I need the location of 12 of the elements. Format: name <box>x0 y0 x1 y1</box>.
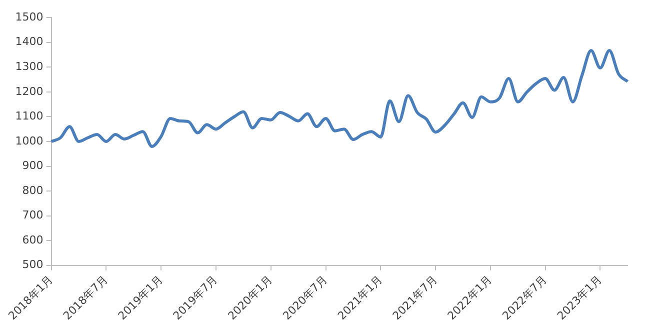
y-tick-label: 1000 <box>15 134 44 148</box>
y-tick-label: 1100 <box>15 110 44 123</box>
y-tick-label: 1300 <box>15 60 44 74</box>
y-tick-label: 700 <box>22 208 44 222</box>
y-tick-label: 1500 <box>15 10 44 24</box>
line-series <box>50 49 630 148</box>
y-tick-label: 1400 <box>15 35 44 48</box>
y-tick-label: 800 <box>22 184 44 197</box>
y-tick-label: 600 <box>22 233 44 246</box>
y-tick-label: 500 <box>22 258 44 272</box>
y-tick-label: 1200 <box>15 84 44 98</box>
y-tick-label: 900 <box>22 159 44 172</box>
